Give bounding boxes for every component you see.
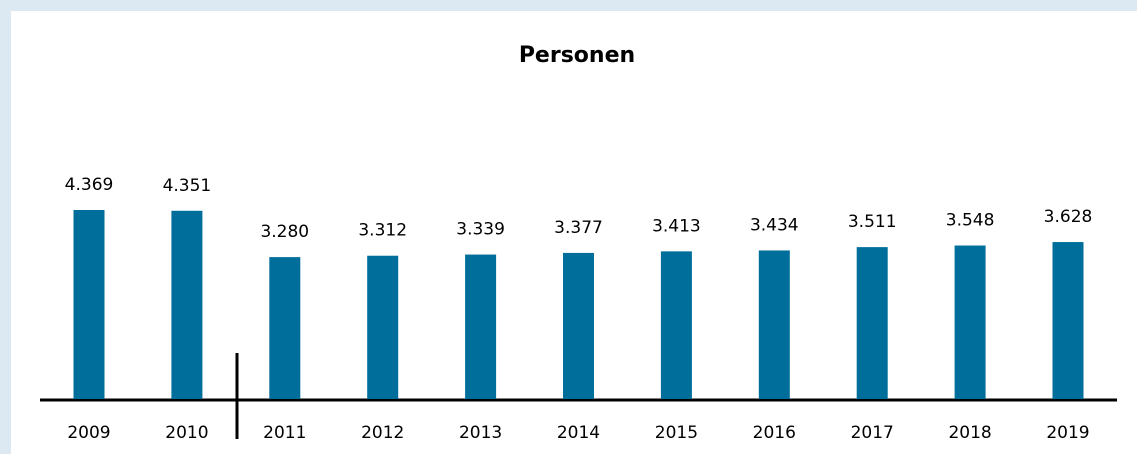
x-tick-label: 2011 <box>263 423 306 443</box>
value-label: 3.511 <box>848 212 897 232</box>
value-label: 3.339 <box>456 220 505 240</box>
bar <box>171 210 203 399</box>
x-tick-label: 2015 <box>655 423 698 443</box>
chart-title: Personen <box>519 43 635 68</box>
x-tick-label: 2016 <box>753 423 796 443</box>
x-tick-label: 2018 <box>948 423 991 443</box>
bar <box>465 254 497 399</box>
bar <box>758 250 790 399</box>
x-tick-label: 2013 <box>459 423 502 443</box>
value-label: 3.628 <box>1044 207 1093 227</box>
bar <box>660 251 692 399</box>
bar <box>856 247 888 399</box>
value-label: 4.369 <box>65 175 114 195</box>
value-label: 3.548 <box>946 211 995 231</box>
x-tick-label: 2017 <box>851 423 894 443</box>
x-tick-label: 2009 <box>67 423 110 443</box>
value-label: 4.351 <box>163 176 212 196</box>
bar <box>367 255 399 399</box>
value-label: 3.413 <box>652 216 701 236</box>
x-tick-label: 2010 <box>165 423 208 443</box>
bar <box>563 252 594 399</box>
value-label: 3.434 <box>750 215 799 235</box>
value-label: 3.377 <box>554 218 603 238</box>
bar <box>269 257 301 399</box>
value-label: 3.280 <box>260 222 309 242</box>
x-tick-label: 2012 <box>361 423 404 443</box>
bar <box>954 245 986 399</box>
bar <box>1052 242 1084 399</box>
x-tick-label: 2019 <box>1046 423 1089 443</box>
value-label: 3.312 <box>358 221 407 241</box>
x-tick-label: 2014 <box>557 423 600 443</box>
bar <box>73 210 105 399</box>
